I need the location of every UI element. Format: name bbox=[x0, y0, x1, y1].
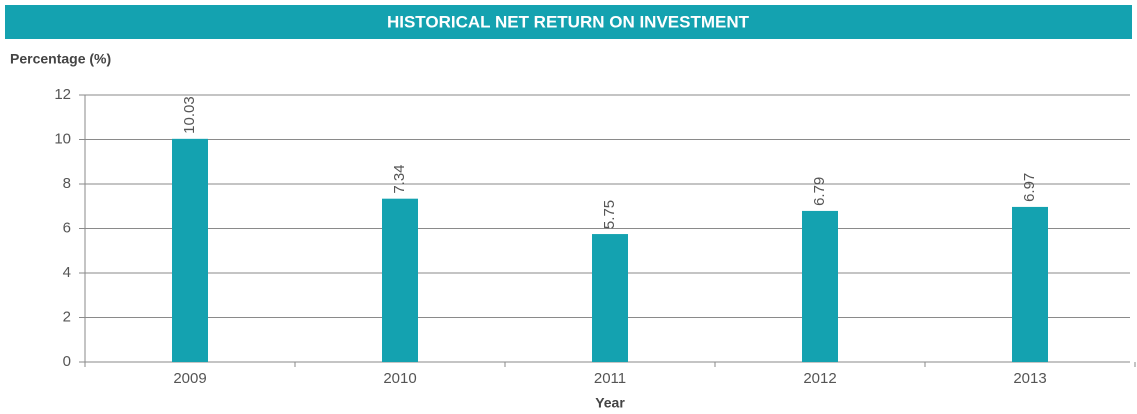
y-tick-label: 8 bbox=[63, 175, 71, 192]
data-label: 6.97 bbox=[1021, 173, 1038, 202]
bar bbox=[802, 210, 838, 362]
x-tick-label: 2009 bbox=[173, 370, 206, 387]
bar bbox=[592, 234, 628, 362]
data-label: 7.34 bbox=[391, 164, 408, 193]
data-label: 10.03 bbox=[181, 96, 198, 134]
x-tick-label: 2011 bbox=[594, 370, 626, 387]
y-tick-label: 4 bbox=[63, 264, 71, 281]
y-tick-label: 12 bbox=[54, 86, 71, 103]
x-tick-label: 2010 bbox=[383, 370, 416, 387]
bar bbox=[172, 138, 208, 362]
x-tick-label: 2013 bbox=[1013, 370, 1046, 387]
chart-title: HISTORICAL NET RETURN ON INVESTMENT bbox=[387, 12, 750, 31]
y-axis-label: Percentage (%) bbox=[10, 51, 111, 67]
data-label: 6.79 bbox=[811, 177, 828, 206]
x-axis-label: Year bbox=[595, 395, 625, 411]
x-tick-label: 2012 bbox=[803, 370, 836, 387]
bar bbox=[382, 198, 418, 362]
bar bbox=[1012, 206, 1048, 362]
y-tick-label: 2 bbox=[63, 308, 71, 325]
data-label: 5.75 bbox=[601, 200, 618, 229]
y-tick-label: 10 bbox=[54, 130, 71, 147]
title-bar bbox=[5, 5, 1132, 39]
y-tick-label: 6 bbox=[63, 219, 71, 236]
y-tick-label: 0 bbox=[63, 353, 71, 370]
